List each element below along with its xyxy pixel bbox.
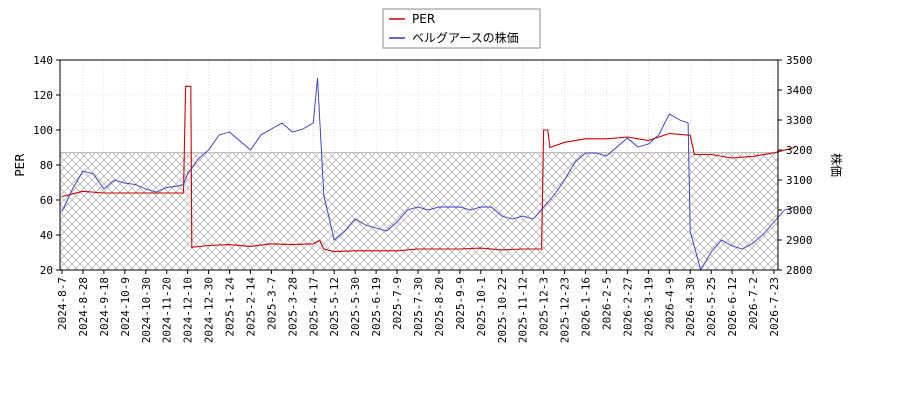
x-tick-label: 2024-12-10 xyxy=(182,277,195,343)
x-tick-label: 2025-3-7 xyxy=(265,277,278,330)
y-right-tick-label: 3300 xyxy=(786,114,813,127)
x-tick-label: 2025-9-9 xyxy=(454,277,467,330)
x-tick-label: 2025-12-3 xyxy=(538,277,551,337)
y-right-tick-label: 3100 xyxy=(786,174,813,187)
x-tick-label: 2026-4-30 xyxy=(684,277,697,337)
x-tick-label: 2025-5-12 xyxy=(328,277,341,337)
x-tick-label: 2025-11-12 xyxy=(517,277,530,343)
x-tick-label: 2026-5-25 xyxy=(705,277,718,337)
x-tick-label: 2025-3-28 xyxy=(286,277,299,337)
x-tick-label: 2025-8-20 xyxy=(433,277,446,337)
x-tick-label: 2025-10-1 xyxy=(475,277,488,337)
x-tick-label: 2026-7-2 xyxy=(747,277,760,330)
x-tick-label: 2025-1-24 xyxy=(224,277,237,337)
x-tick-label: 2024-8-28 xyxy=(77,277,90,337)
y-right-tick-label: 3400 xyxy=(786,84,813,97)
y-left-tick-label: 40 xyxy=(40,229,53,242)
y-right-tick-label: 2800 xyxy=(786,264,813,277)
x-tick-label: 2026-2-5 xyxy=(600,277,613,330)
y-right-tick-label: 3500 xyxy=(786,54,813,67)
x-tick-label: 2024-8-7 xyxy=(56,277,69,330)
x-tick-label: 2025-6-19 xyxy=(370,277,383,337)
x-tick-label: 2025-10-22 xyxy=(496,277,509,343)
y-left-axis-title: PER xyxy=(13,153,27,176)
y-right-axis-title: 株価 xyxy=(829,153,844,177)
y-left-tick-label: 120 xyxy=(33,89,53,102)
x-tick-label: 2024-9-18 xyxy=(98,277,111,337)
x-tick-label: 2024-11-20 xyxy=(161,277,174,343)
x-tick-label: 2025-12-23 xyxy=(559,277,572,343)
series-line-stock-price xyxy=(61,77,796,272)
y-left-tick-label: 80 xyxy=(40,159,53,172)
x-tick-label: 2026-4-9 xyxy=(663,277,676,330)
y-right-tick-label: 3200 xyxy=(786,144,813,157)
legend-label: PER xyxy=(412,12,435,26)
y-left-tick-label: 20 xyxy=(40,264,53,277)
x-tick-label: 2026-1-16 xyxy=(580,277,593,337)
x-tick-label: 2026-6-12 xyxy=(726,277,739,337)
y-left-tick-label: 100 xyxy=(33,124,53,137)
hatched-band xyxy=(60,152,778,270)
x-tick-label: 2024-10-30 xyxy=(140,277,153,343)
x-tick-label: 2024-12-30 xyxy=(203,277,216,343)
y-right-tick-label: 2900 xyxy=(786,234,813,247)
y-right-tick-label: 3000 xyxy=(786,204,813,217)
legend-label: ベルグアースの株価 xyxy=(412,30,519,45)
x-tick-label: 2024-10-9 xyxy=(119,277,132,337)
series-line-per xyxy=(61,85,796,253)
x-tick-label: 2025-5-30 xyxy=(349,277,362,337)
x-tick-label: 2026-2-27 xyxy=(621,277,634,337)
x-tick-label: 2026-7-23 xyxy=(768,277,781,337)
x-tick-label: 2025-2-14 xyxy=(244,277,257,337)
legend-box xyxy=(382,8,541,49)
x-tick-label: 2026-3-19 xyxy=(642,277,655,337)
x-tick-label: 2025-7-30 xyxy=(412,277,425,337)
x-tick-label: 2025-4-17 xyxy=(307,277,320,337)
y-left-tick-label: 140 xyxy=(33,54,53,67)
y-left-tick-label: 60 xyxy=(40,194,53,207)
x-tick-label: 2025-7-9 xyxy=(391,277,404,330)
